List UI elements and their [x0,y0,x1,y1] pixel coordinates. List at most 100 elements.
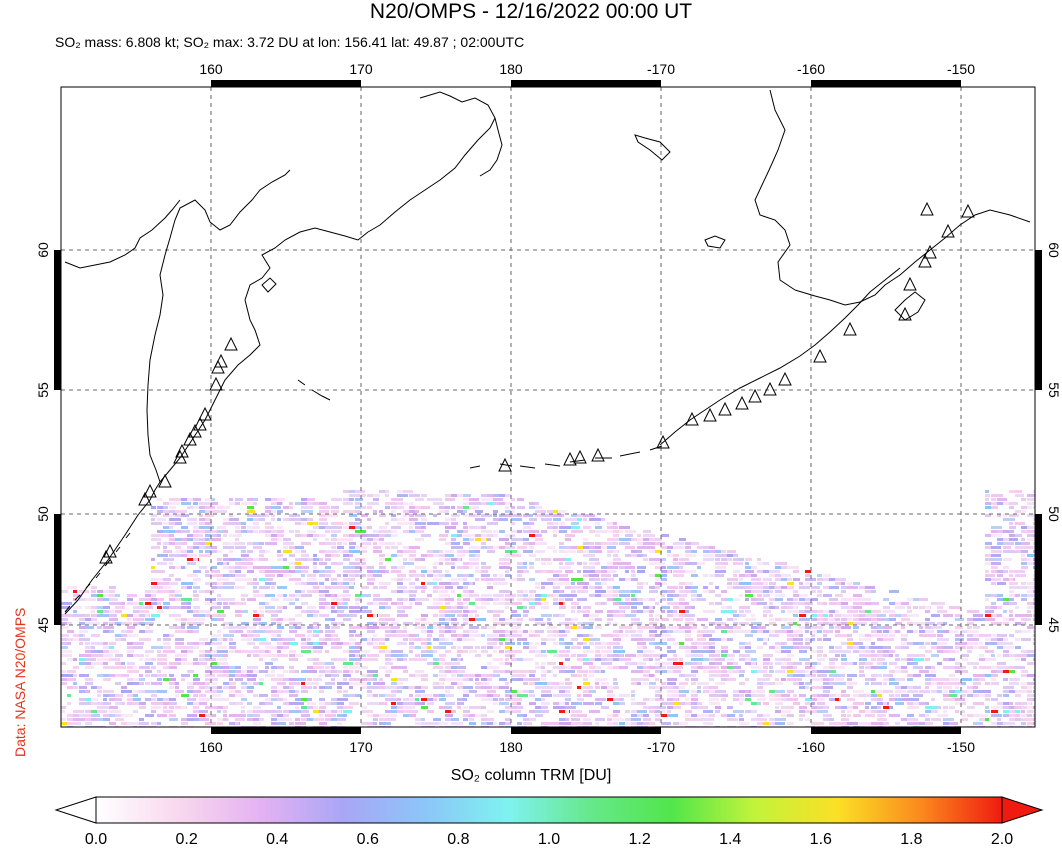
so2-pixel [781,626,791,629]
so2-pixel [763,702,769,705]
so2-pixel [901,626,905,629]
so2-pixel [517,566,527,569]
so2-pixel [763,666,768,669]
so2-pixel [517,706,522,709]
so2-pixel [871,630,882,633]
so2-pixel [295,518,304,521]
so2-pixel [61,602,72,605]
so2-pixel [229,674,235,677]
so2-pixel [529,562,534,565]
so2-pixel [613,614,625,617]
so2-pixel [553,674,557,677]
so2-pixel [889,590,899,593]
so2-pixel [61,682,67,685]
so2-pixel [691,542,699,545]
so2-pixel [169,606,175,609]
so2-pixel [829,618,839,621]
so2-pixel [373,594,380,597]
so2-pixel [295,626,302,629]
so2-pixel [79,630,88,633]
so2-pixel [301,518,307,521]
so2-pixel [505,554,513,557]
so2-pixel [895,666,903,669]
so2-pixel [355,626,367,629]
so2-pixel [259,518,265,521]
so2-pixel [733,570,740,573]
so2-pixel [91,702,101,705]
so2-pixel [667,602,679,605]
so2-pixel [475,534,485,537]
so2-pixel [763,638,768,641]
so2-pixel [577,694,581,697]
so2-pixel [289,546,299,549]
so2-pixel [1027,530,1035,533]
so2-pixel [679,558,689,561]
so2-pixel [847,634,852,637]
so2-pixel [403,638,408,641]
so2-pixel [457,586,468,589]
so2-pixel [343,550,351,553]
so2-pixel [319,558,323,561]
so2-pixel [421,582,425,585]
so2-pixel [667,598,673,601]
so2-pixel [343,614,352,617]
so2-pixel [259,702,265,705]
so2-pixel [559,654,568,657]
so2-pixel [355,518,360,521]
so2-pixel [499,574,503,577]
so2-pixel [163,526,170,529]
so2-pixel [109,642,116,645]
so2-pixel [211,650,220,653]
so2-pixel [229,602,239,605]
so2-pixel [247,678,256,681]
so2-pixel [331,530,341,533]
so2-pixel [409,582,415,585]
so2-pixel [205,658,216,661]
so2-pixel [787,698,798,701]
so2-pixel [889,618,896,621]
so2-pixel [607,522,616,525]
so2-pixel [913,598,919,601]
so2-pixel [295,690,299,693]
so2-pixel [583,610,590,613]
so2-pixel [475,566,479,569]
so2-pixel [823,714,832,717]
so2-pixel [463,694,469,697]
so2-pixel [361,534,369,537]
so2-pixel [655,566,665,569]
so2-pixel [505,658,509,661]
so2-pixel [751,694,757,697]
so2-pixel [973,682,981,685]
so2-pixel [499,494,508,497]
so2-pixel [73,606,82,609]
so2-pixel [685,678,689,681]
so2-pixel [523,722,532,725]
so2-pixel [751,602,762,605]
so2-pixel [487,634,498,637]
so2-pixel [175,550,181,553]
so2-pixel [613,554,618,557]
so2-pixel [343,694,352,697]
so2-pixel [583,542,589,545]
so2-pixel [757,558,761,561]
so2-pixel [499,698,504,701]
so2-pixel [439,698,446,701]
so2-pixel [703,626,708,629]
so2-pixel [943,722,952,725]
so2-pixel [91,606,97,609]
so2-pixel [931,626,942,629]
so2-pixel [493,594,504,597]
so2-pixel [787,610,797,613]
so2-pixel [445,630,452,633]
so2-pixel [505,510,515,513]
so2-pixel [205,570,209,573]
so2-pixel [547,634,558,637]
so2-pixel [787,690,794,693]
so2-pixel [1009,710,1020,713]
so2-pixel [421,694,432,697]
so2-pixel [217,638,228,641]
so2-pixel [769,722,776,725]
so2-pixel [409,594,416,597]
so2-pixel [205,550,212,553]
so2-pixel [235,650,244,653]
